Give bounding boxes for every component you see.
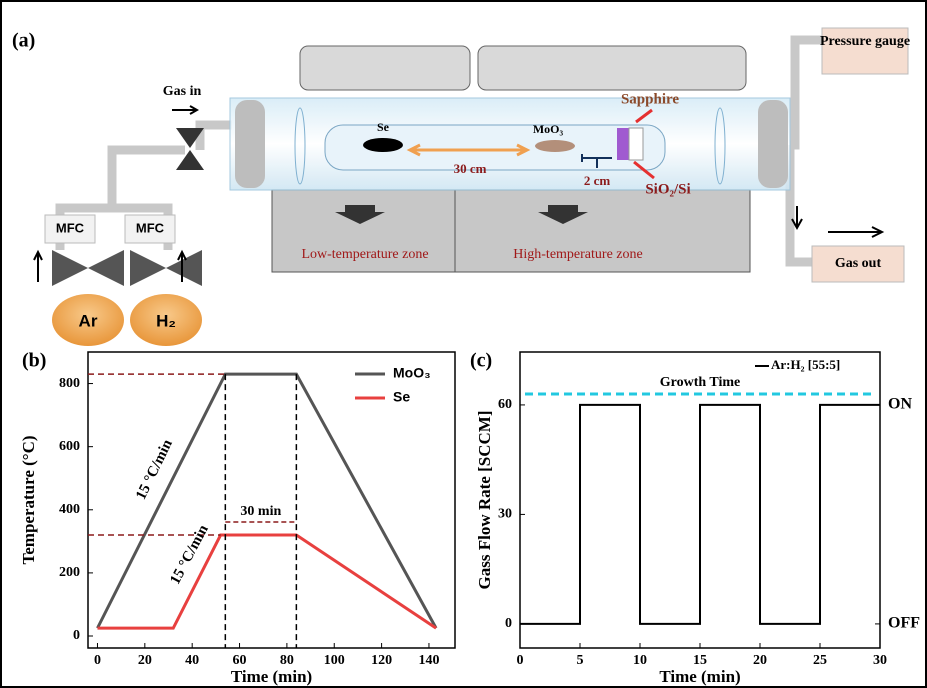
- y-tick-label: 0: [505, 616, 512, 631]
- se-boat: [363, 138, 403, 152]
- series-line: [520, 405, 880, 624]
- y-axis-label: Temperature (°C): [19, 435, 38, 564]
- mfc-label: MFC: [56, 220, 85, 235]
- y-tick-label: 800: [59, 376, 80, 391]
- gas-label: H₂: [156, 311, 176, 330]
- gauge-label: Pressure gauge: [820, 34, 910, 49]
- distance-label: 2 cm: [584, 173, 611, 188]
- furnace-lid: [478, 46, 746, 90]
- substrate-label: SiO₂/Si: [645, 181, 690, 197]
- y-tick-label: 0: [73, 628, 80, 643]
- distance-label: 30 cm: [454, 161, 487, 176]
- panel-label: (b): [22, 350, 46, 372]
- mfc-label: MFC: [136, 220, 165, 235]
- y-tick-label: 60: [498, 397, 512, 412]
- legend-label: MoO₃: [393, 365, 431, 381]
- gas-line: [790, 40, 825, 262]
- gas-out-label: Gas out: [835, 256, 882, 271]
- source-label: MoO₃: [533, 122, 564, 136]
- substrate: [629, 128, 643, 160]
- furnace-lid: [300, 46, 470, 90]
- x-axis-label: Time (min): [659, 667, 740, 686]
- valve: [130, 250, 166, 286]
- y-tick-label: 200: [59, 565, 80, 580]
- y-tick-label: 400: [59, 502, 80, 517]
- panel-a: (a) Gas in MFC MFC Ar H₂ Se MoO₃ 30 cm 2…: [12, 28, 910, 346]
- annotation: 30 min: [240, 504, 281, 519]
- x-tick-label: 0: [517, 653, 524, 668]
- substrate: [617, 128, 629, 160]
- y-axis-label: Gass Flow Rate [SCCM]: [475, 411, 494, 590]
- flange: [758, 100, 788, 188]
- gas-label: Ar: [79, 311, 98, 330]
- legend-label: Ar:H₂ [55:5]: [771, 357, 840, 372]
- x-tick-label: 30: [873, 653, 887, 668]
- flange: [235, 100, 265, 188]
- y2-tick-label: ON: [888, 396, 912, 413]
- gas-in-label: Gas in: [163, 84, 202, 99]
- panel-label: (a): [12, 30, 35, 52]
- series-line: [97, 535, 436, 628]
- x-tick-label: 5: [577, 653, 584, 668]
- x-tick-label: 40: [185, 653, 199, 668]
- moo3-boat: [535, 140, 575, 152]
- figure: (a) Gas in MFC MFC Ar H₂ Se MoO₃ 30 cm 2…: [0, 0, 927, 688]
- arrow: [172, 106, 197, 114]
- x-tick-label: 10: [633, 653, 647, 668]
- source-label: Se: [377, 120, 390, 134]
- x-tick-label: 120: [371, 653, 392, 668]
- valve: [52, 250, 88, 286]
- x-tick-label: 20: [138, 653, 152, 668]
- x-tick-label: 20: [753, 653, 767, 668]
- substrate-label: Sapphire: [621, 91, 679, 107]
- reference-label: Growth Time: [660, 375, 741, 390]
- series-line: [97, 374, 436, 628]
- annotation: 15 °C/min: [167, 522, 212, 587]
- arrow: [792, 206, 882, 237]
- panel-label: (c): [470, 350, 492, 372]
- zone-label: Low-temperature zone: [301, 247, 428, 262]
- x-tick-label: 25: [813, 653, 827, 668]
- annotation: 15 °C/min: [133, 437, 176, 503]
- x-tick-label: 0: [94, 653, 101, 668]
- valve: [88, 250, 124, 286]
- zone-label: High-temperature zone: [513, 247, 642, 262]
- legend-label: Se: [393, 389, 410, 405]
- y2-tick-label: OFF: [888, 615, 920, 632]
- y-tick-label: 600: [59, 439, 80, 454]
- x-tick-label: 140: [418, 653, 439, 668]
- x-axis-label: Time (min): [231, 667, 312, 686]
- x-tick-label: 100: [324, 653, 345, 668]
- y-tick-label: 30: [498, 507, 512, 522]
